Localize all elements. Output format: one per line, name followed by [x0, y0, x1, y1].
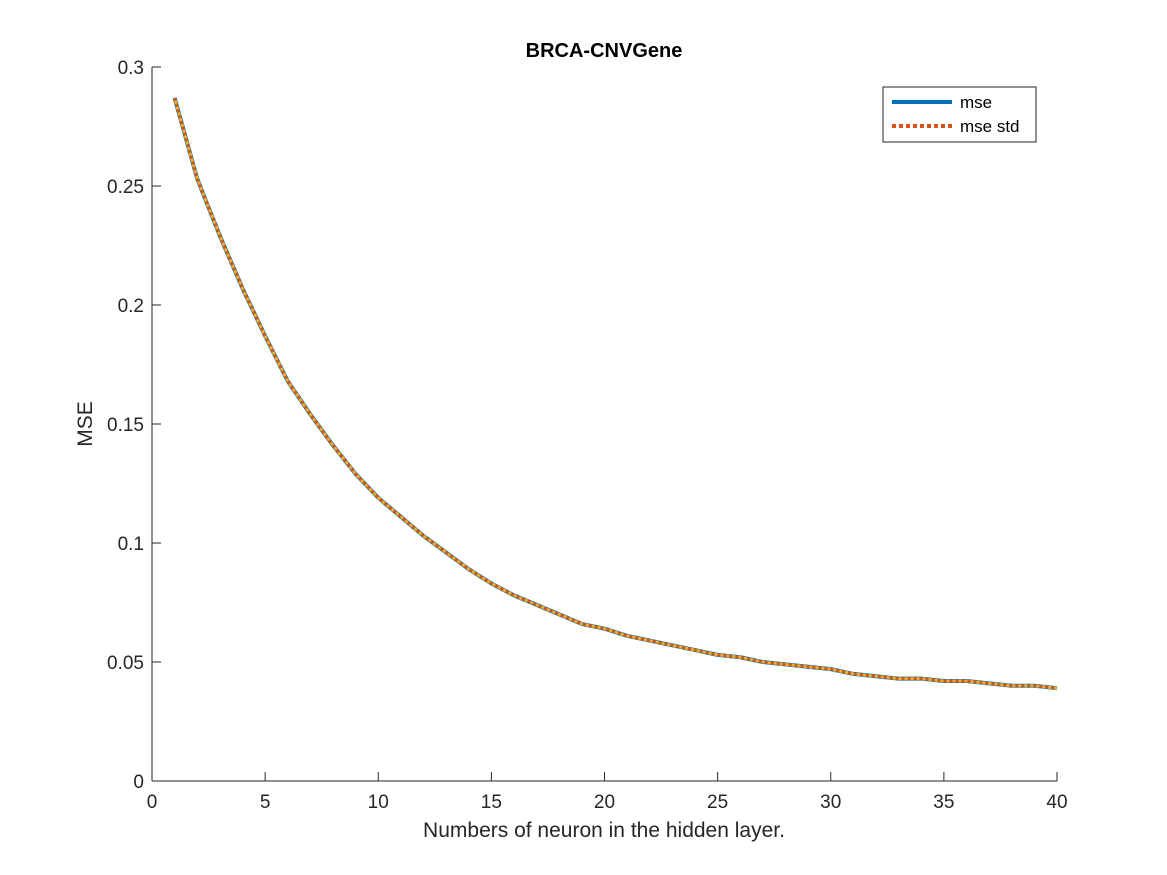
- y-tick-label: 0.05: [107, 653, 144, 674]
- x-tick-label: 5: [260, 792, 271, 813]
- chart-title: BRCA-CNVGene: [526, 40, 683, 62]
- y-tick-label: 0.1: [118, 534, 144, 555]
- y-tick-label: 0.3: [118, 58, 144, 79]
- y-tick-label: 0.25: [107, 177, 144, 198]
- y-tick-label: 0: [133, 772, 144, 793]
- y-tick-label: 0.2: [118, 296, 144, 317]
- y-tick-label: 0.15: [107, 415, 144, 436]
- x-tick-label: 15: [481, 792, 502, 813]
- legend-label-mse-std: mse std: [960, 117, 1020, 136]
- x-tick-label: 25: [707, 792, 728, 813]
- x-tick-label: 40: [1046, 792, 1067, 813]
- series-line-mse-std: [173, 97, 1058, 690]
- series-line-overlay: [173, 97, 1058, 690]
- x-tick-label: 10: [368, 792, 389, 813]
- x-tick-label: 20: [594, 792, 615, 813]
- x-tick-label: 0: [147, 792, 158, 813]
- plot-area: [172, 97, 1058, 691]
- axes: 0 5 10 15 20 25 30 35 40 0 0.05 0.1 0.15 0.2 0.25 0.3: [107, 58, 1068, 813]
- y-axis-label: MSE: [74, 401, 97, 447]
- x-tick-label: 35: [933, 792, 954, 813]
- legend-label-mse: mse: [960, 93, 992, 112]
- x-tick-label: 30: [820, 792, 841, 813]
- legend-box: [882, 86, 1037, 143]
- legend: mse mse std: [882, 86, 1037, 143]
- x-axis-label: Numbers of neuron in the hidden layer.: [423, 819, 785, 842]
